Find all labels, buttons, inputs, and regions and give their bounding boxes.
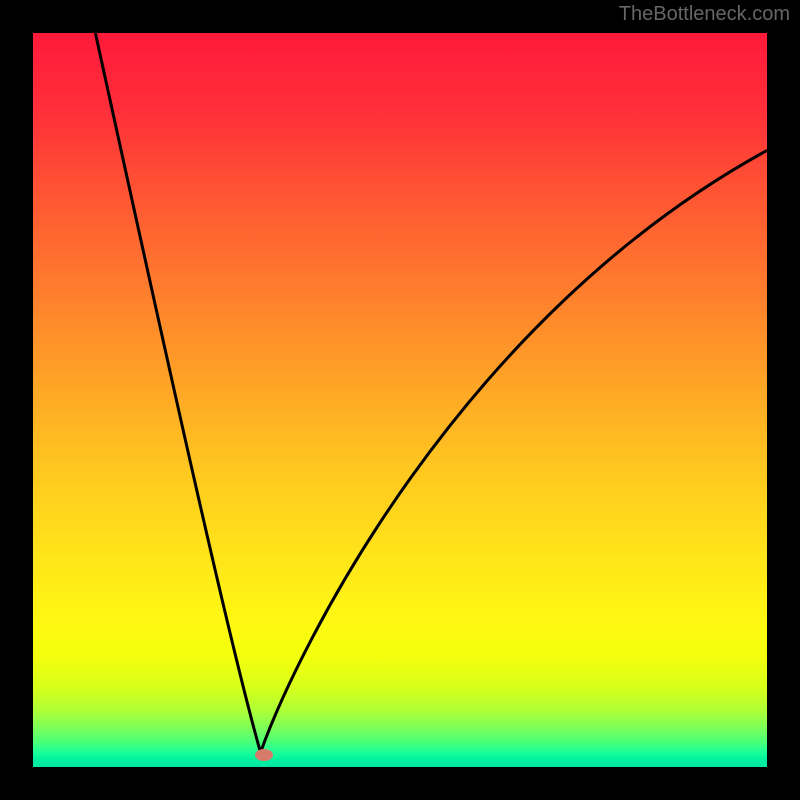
chart-area [33,33,767,767]
vertex-marker [255,749,273,761]
bottleneck-curve [33,33,767,767]
attribution-text: TheBottleneck.com [619,3,790,26]
